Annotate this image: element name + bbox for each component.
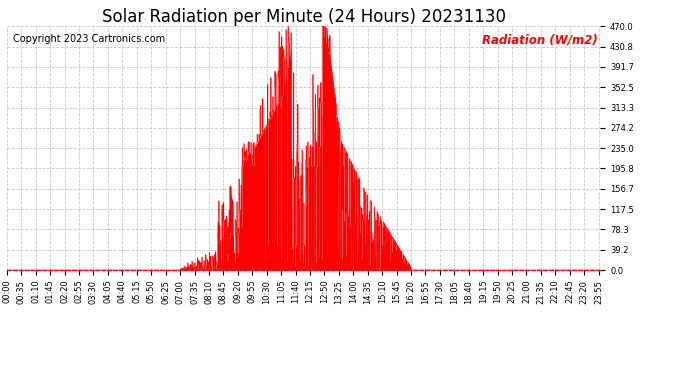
Title: Solar Radiation per Minute (24 Hours) 20231130: Solar Radiation per Minute (24 Hours) 20… xyxy=(101,8,506,26)
Text: Copyright 2023 Cartronics.com: Copyright 2023 Cartronics.com xyxy=(13,34,165,44)
Text: Radiation (W/m2): Radiation (W/m2) xyxy=(482,34,598,46)
